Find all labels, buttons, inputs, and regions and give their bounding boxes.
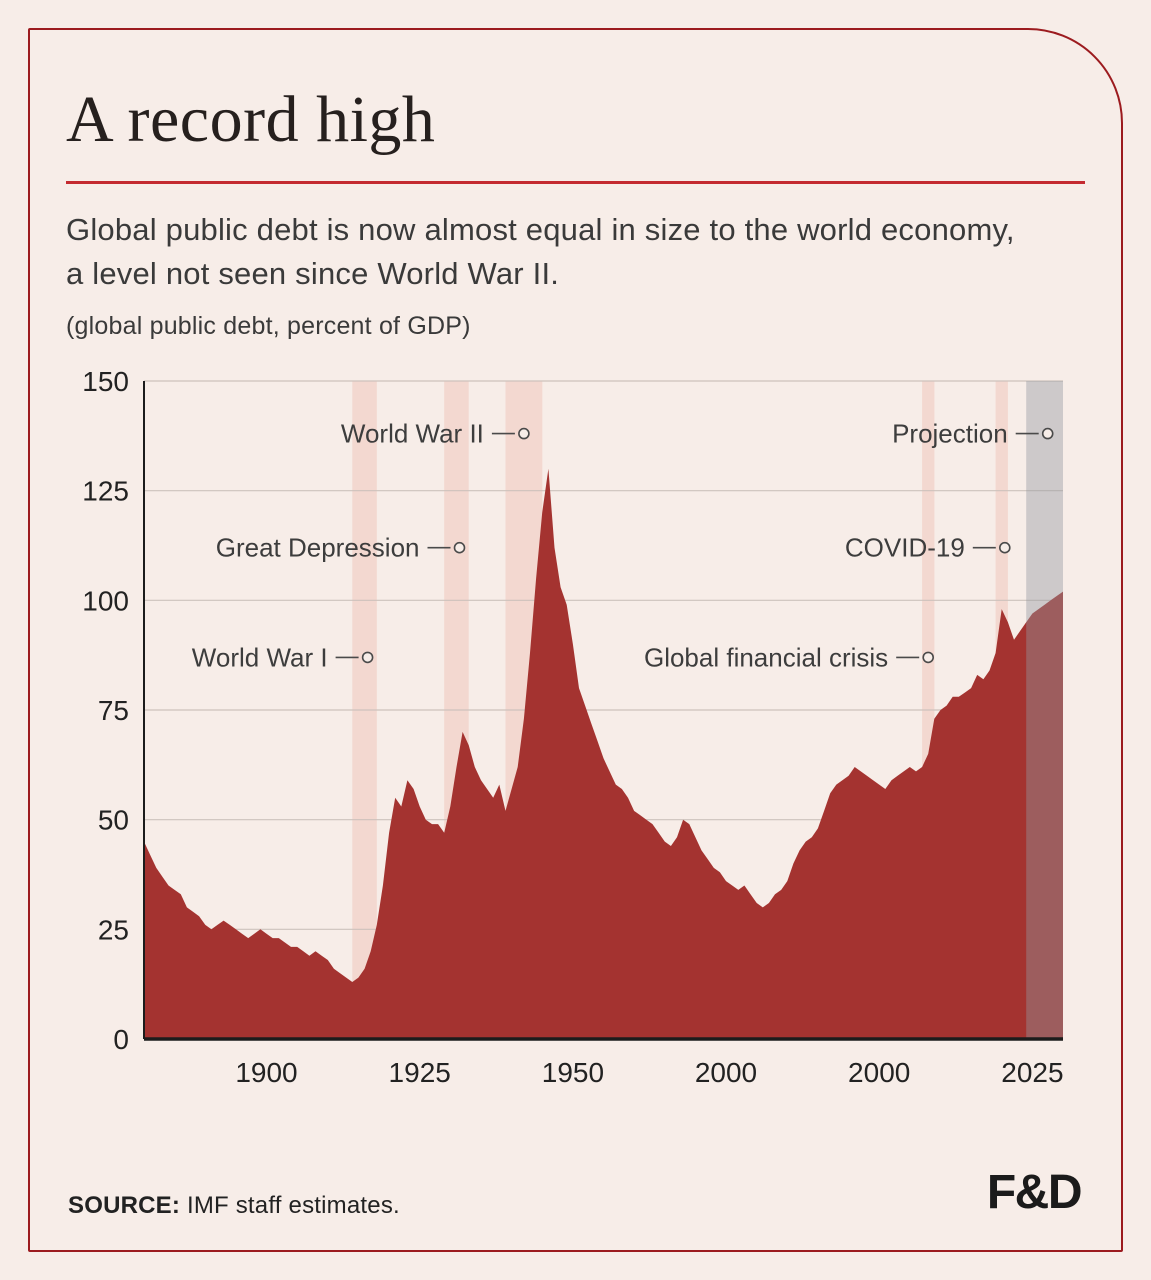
svg-text:World War I: World War I xyxy=(192,643,328,673)
chart-card-frame: A record high Global public debt is now … xyxy=(28,28,1123,1252)
svg-text:50: 50 xyxy=(98,805,129,836)
chart-area: 0 25 50 75 100 125 150 1900 1925 1950 2000 2000 2025… xyxy=(66,369,1085,1104)
svg-text:Great Depression: Great Depression xyxy=(216,533,420,563)
debt-area xyxy=(144,468,1063,1040)
debt-area-chart: 0 25 50 75 100 125 150 1900 1925 1950 2000 2000 2025… xyxy=(82,369,1063,1088)
source-text: IMF staff estimates. xyxy=(180,1192,400,1219)
svg-text:75: 75 xyxy=(98,695,129,726)
svg-text:Global financial crisis: Global financial crisis xyxy=(644,643,888,673)
footer-row: SOURCE: IMF staff estimates. F&D xyxy=(66,1165,1085,1226)
svg-text:2025: 2025 xyxy=(1001,1057,1063,1088)
source-note: SOURCE: IMF staff estimates. xyxy=(68,1192,400,1220)
svg-text:Projection: Projection xyxy=(892,419,1008,449)
chart-subtitle: Global public debt is now almost equal i… xyxy=(66,212,1015,292)
source-label: SOURCE: xyxy=(68,1192,181,1219)
svg-text:0: 0 xyxy=(113,1024,129,1055)
svg-text:1950: 1950 xyxy=(542,1057,604,1088)
brand-logo: F&D xyxy=(986,1166,1083,1219)
page-title: A record high xyxy=(66,83,436,156)
svg-text:1900: 1900 xyxy=(235,1057,297,1088)
svg-text:World War II: World War II xyxy=(341,419,484,449)
svg-text:1925: 1925 xyxy=(389,1057,451,1088)
svg-text:2000: 2000 xyxy=(695,1057,757,1088)
svg-text:2000: 2000 xyxy=(848,1057,910,1088)
svg-text:COVID-19: COVID-19 xyxy=(845,533,965,563)
svg-text:125: 125 xyxy=(82,476,129,507)
svg-text:150: 150 xyxy=(82,369,129,397)
chart-unit-note: (global public debt, percent of GDP) xyxy=(66,312,471,341)
projection-band xyxy=(1026,381,1063,1040)
svg-text:25: 25 xyxy=(98,915,129,946)
title-rule xyxy=(66,181,1085,185)
svg-text:100: 100 xyxy=(82,586,129,617)
